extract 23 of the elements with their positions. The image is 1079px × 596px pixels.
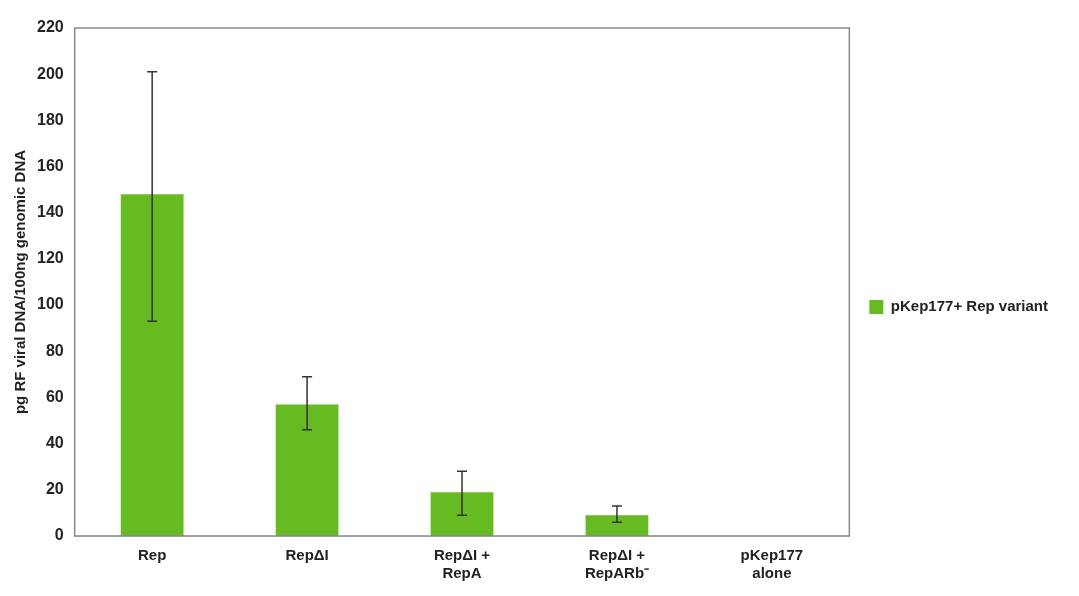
y-tick-label: 200 (36, 64, 64, 82)
y-tick-label: 120 (36, 249, 64, 267)
y-tick-label: 40 (45, 434, 64, 452)
y-tick-label: 80 (45, 341, 64, 359)
y-tick-label: 100 (36, 295, 64, 313)
legend-label: pKep177+ Rep variant (890, 297, 1049, 315)
x-tick-label: pKep177 alone (740, 546, 804, 582)
y-tick-label: 220 (36, 18, 64, 36)
y-tick-label: 0 (54, 526, 64, 544)
y-tick-label: 160 (36, 156, 64, 174)
y-tick-label: 60 (45, 387, 64, 405)
bar (430, 492, 494, 536)
bar (585, 515, 649, 536)
y-tick-label: 180 (36, 110, 64, 128)
x-tick-label: Rep (137, 546, 167, 564)
x-tick-label: RepΔI (285, 546, 329, 564)
y-axis-title: pg RF viral DNA/100ng genomic DNA (11, 149, 29, 415)
bar (120, 194, 184, 536)
x-tick-label: RepΔI + RepARb⁻ (584, 546, 650, 582)
bar (275, 404, 339, 536)
y-tick-label: 20 (45, 480, 64, 498)
y-tick-label: 140 (36, 203, 64, 221)
x-tick-label: RepΔI + RepA (433, 546, 491, 582)
